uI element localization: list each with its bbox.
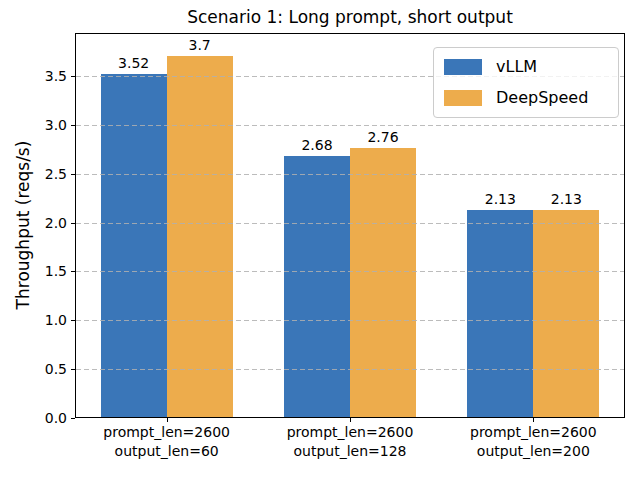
bar-chart-figure: Scenario 1: Long prompt, short output Th… xyxy=(0,0,640,480)
y-tick-label: 3.5 xyxy=(23,67,67,85)
y-tick-label: 1.5 xyxy=(23,262,67,280)
legend-label-vllm: vLLM xyxy=(496,57,555,77)
bar-value-label: 3.7 xyxy=(165,36,235,54)
gridline-y-2.5 xyxy=(76,174,624,175)
bar-value-label: 3.52 xyxy=(99,54,169,72)
y-tick-mark xyxy=(71,418,75,419)
legend-label-deepspeed: DeepSpeed xyxy=(496,88,606,108)
legend-swatch-vllm xyxy=(444,59,482,75)
y-tick-label: 2.5 xyxy=(23,165,67,183)
y-tick-mark xyxy=(71,369,75,370)
chart-title: Scenario 1: Long prompt, short output xyxy=(75,7,625,27)
y-tick-label: 0.5 xyxy=(23,360,67,378)
bar-deepspeed-group1 xyxy=(167,56,233,418)
gridline-y-0.5 xyxy=(76,369,624,370)
bar-vllm-group2 xyxy=(284,156,350,418)
gridline-y-2 xyxy=(76,223,624,224)
x-category-label: prompt_len=2600 output_len=200 xyxy=(443,423,623,461)
x-category-label: prompt_len=2600 output_len=128 xyxy=(260,423,440,461)
legend-entry-vllm: vLLM xyxy=(444,57,606,77)
y-tick-label: 3.0 xyxy=(23,116,67,134)
gridline-y-1.5 xyxy=(76,271,624,272)
y-tick-label: 2.0 xyxy=(23,214,67,232)
bar-value-label: 2.76 xyxy=(348,128,418,146)
legend-swatch-deepspeed xyxy=(444,90,482,106)
y-tick-mark xyxy=(71,271,75,272)
bar-value-label: 2.68 xyxy=(282,136,352,154)
legend: vLLM DeepSpeed xyxy=(433,47,619,118)
x-category-label: prompt_len=2600 output_len=60 xyxy=(77,423,257,461)
y-tick-mark xyxy=(71,174,75,175)
bar-deepspeed-group2 xyxy=(350,148,416,418)
x-tick-mark xyxy=(533,418,534,422)
y-tick-mark xyxy=(71,125,75,126)
x-tick-mark xyxy=(350,418,351,422)
y-tick-label: 0.0 xyxy=(23,409,67,427)
y-tick-mark xyxy=(71,76,75,77)
gridline-y-3 xyxy=(76,125,624,126)
y-tick-label: 1.0 xyxy=(23,311,67,329)
gridline-y-1 xyxy=(76,320,624,321)
bar-vllm-group3 xyxy=(467,210,533,418)
x-tick-mark xyxy=(167,418,168,422)
legend-entry-deepspeed: DeepSpeed xyxy=(444,88,606,108)
y-tick-mark xyxy=(71,320,75,321)
bar-value-label: 2.13 xyxy=(531,190,601,208)
y-tick-mark xyxy=(71,223,75,224)
bar-value-label: 2.13 xyxy=(465,190,535,208)
bar-deepspeed-group3 xyxy=(533,210,599,418)
